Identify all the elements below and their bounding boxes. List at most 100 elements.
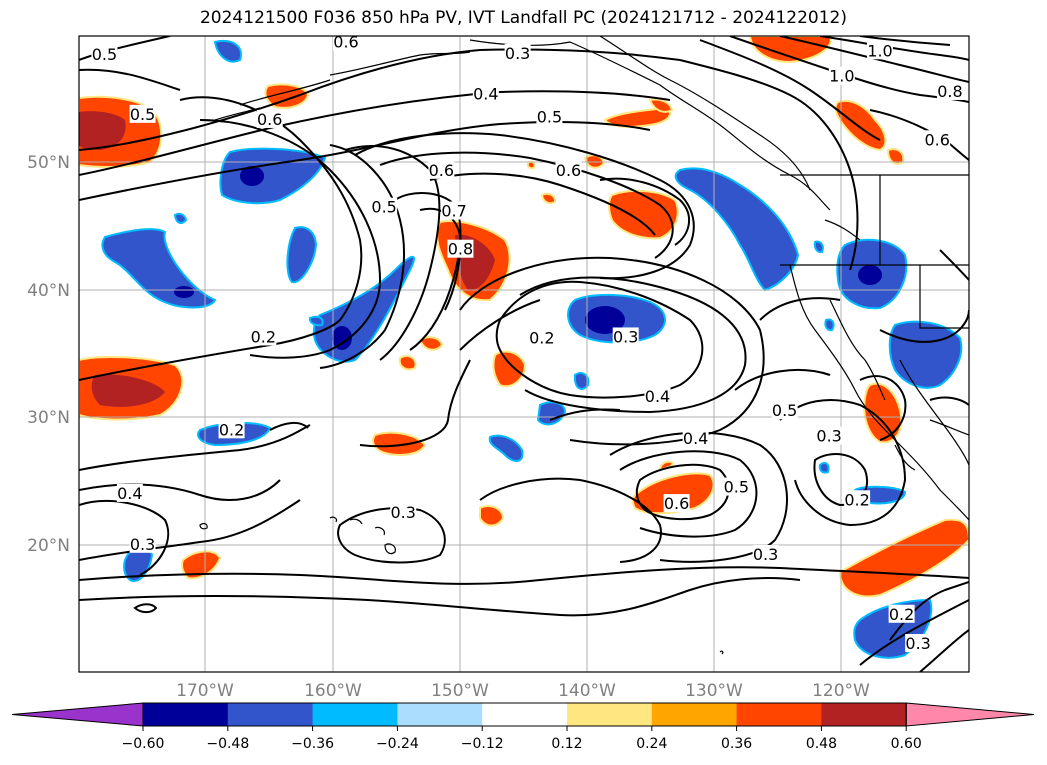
colorbar-extend-low — [11, 702, 144, 727]
contour-label-bg — [256, 109, 283, 128]
contour-label-bg — [723, 477, 750, 496]
colorbar-segment — [143, 703, 229, 726]
contour-label: 0.7 — [441, 202, 466, 221]
contour-label: 0.2 — [251, 327, 276, 346]
contour-label: 0.6 — [257, 110, 282, 129]
colorbar-extend-high — [905, 702, 1035, 727]
lat-tick-labels: 50°N 40°N 30°N 20°N — [27, 153, 70, 556]
contour-label: 0.3 — [753, 545, 778, 564]
contour-label-bg — [663, 494, 690, 513]
lat-tick-label: 40°N — [27, 281, 70, 301]
lon-tick-label: 140°W — [558, 681, 616, 701]
colorbar-segment — [397, 703, 483, 726]
colorbar: −0.60 −0.48 −0.36 −0.24 −0.12 0.12 0.24 0.36 0.4… — [11, 702, 1035, 752]
contour-label: 0.6 — [333, 32, 358, 51]
colorbar-outline — [142, 702, 907, 727]
lon-tick-label: 130°W — [685, 681, 743, 701]
contour-label: 0.5 — [724, 478, 749, 497]
colorbar-segment — [482, 703, 568, 726]
colorbar-tick-label: −0.60 — [122, 736, 165, 752]
contour-label-bg — [528, 328, 555, 347]
colorbar-tick-label: 0.24 — [636, 736, 667, 752]
colorbar-segment — [567, 703, 653, 726]
map-area: 0.5 0.6 0.3 0.4 0.5 0.5 0.6 0.6 0.6 0.5 0.7 0.8 0.2 0… — [79, 32, 1046, 672]
contour-label-bg — [936, 81, 963, 100]
lat-tick-label: 50°N — [27, 153, 70, 173]
contour-label-bg — [91, 45, 118, 64]
contour-label-bg — [536, 107, 563, 126]
contour-label: 0.5 — [537, 107, 562, 126]
contour-label: 0.2 — [889, 605, 914, 624]
contour-label: 0.3 — [130, 535, 155, 554]
colorbar-tick-label: 0.48 — [806, 736, 837, 752]
contour-label: 0.4 — [117, 484, 142, 503]
contour-label-bg — [905, 634, 932, 653]
contour-labels: 0.5 0.6 0.3 0.4 0.5 0.5 0.6 0.6 0.6 0.5 0.7 0.8 0.2 0… — [91, 32, 1046, 653]
contour-label-bg — [472, 84, 499, 103]
contour-label: 0.5 — [130, 105, 155, 124]
contour-label-bg — [428, 160, 455, 179]
contour-label: 0.6 — [664, 494, 689, 513]
contour-label-bg — [816, 426, 843, 445]
contour-label: 0.3 — [390, 503, 415, 522]
contour-label: 0.8 — [937, 82, 962, 101]
colorbar-segment — [651, 703, 738, 726]
contour-label-bg — [612, 327, 639, 346]
contour-label: 0.4 — [645, 387, 670, 406]
positive-anomaly-fills — [79, 36, 969, 598]
colorbar-segment — [736, 703, 822, 726]
lat-tick-label: 20°N — [27, 536, 70, 556]
contour-label: 1.0 — [867, 41, 892, 60]
contour-label-bg — [116, 483, 143, 502]
contour-label: 0.6 — [556, 161, 581, 180]
contour-label-bg — [828, 66, 855, 85]
lon-tick-label: 120°W — [812, 681, 870, 701]
map-frame — [78, 35, 970, 673]
contour-label: 0.7 — [1020, 107, 1045, 126]
contour-label: 0.3 — [613, 327, 638, 346]
contour-label: 0.8 — [448, 240, 473, 259]
contour-label: 0.5 — [772, 401, 797, 420]
contour-label: 0.2 — [219, 420, 244, 439]
contour-label: 1.0 — [829, 67, 854, 86]
contour-label-bg — [441, 201, 468, 220]
contour-label: 0.3 — [816, 427, 841, 446]
colorbar-tick-label: 0.36 — [721, 736, 752, 752]
lon-tick-label: 170°W — [176, 681, 234, 701]
contour-label-bg — [371, 197, 398, 216]
coastlines — [199, 36, 969, 655]
colorbar-tick-label: −0.48 — [206, 736, 249, 752]
contour-label-bg — [752, 544, 779, 563]
contour-label-bg — [924, 130, 951, 149]
colorbar-tick-label: −0.24 — [376, 736, 419, 752]
contour-label-bg — [888, 604, 915, 623]
contour-label-bg — [867, 41, 893, 60]
graticule — [79, 36, 969, 672]
contour-label: 0.5 — [92, 45, 117, 64]
contour-label-bg — [1020, 107, 1046, 125]
lat-tick-label: 30°N — [27, 408, 70, 428]
lon-tick-label: 160°W — [304, 681, 362, 701]
contour-label-bg — [555, 160, 582, 179]
contour-label: 0.3 — [905, 634, 930, 653]
contour-label-bg — [1020, 79, 1046, 97]
contour-label: 0.6 — [429, 161, 454, 180]
contour-label: 0.2 — [529, 329, 554, 348]
colorbar-segment — [227, 703, 314, 726]
colorbar-tick-label: −0.12 — [461, 736, 504, 752]
contour-label-bg — [771, 401, 798, 420]
contour-label: 0.4 — [683, 429, 708, 448]
contour-label: 1.2 — [1020, 79, 1045, 98]
contour-label: 1.4 — [1020, 62, 1045, 81]
colorbar-tick-label: −0.36 — [291, 736, 334, 752]
contour-label-bg — [129, 534, 156, 553]
lon-tick-labels: 170°W 160°W 150°W 140°W 130°W 120°W — [176, 681, 870, 701]
contour-label-bg — [504, 43, 531, 62]
contour-label-bg — [844, 490, 871, 509]
contour-label: 0.5 — [371, 198, 396, 217]
colorbar-segment — [312, 703, 398, 726]
contour-label: 0.3 — [505, 44, 530, 63]
contour-label: 0.6 — [924, 130, 949, 149]
contour-label-bg — [218, 420, 245, 439]
